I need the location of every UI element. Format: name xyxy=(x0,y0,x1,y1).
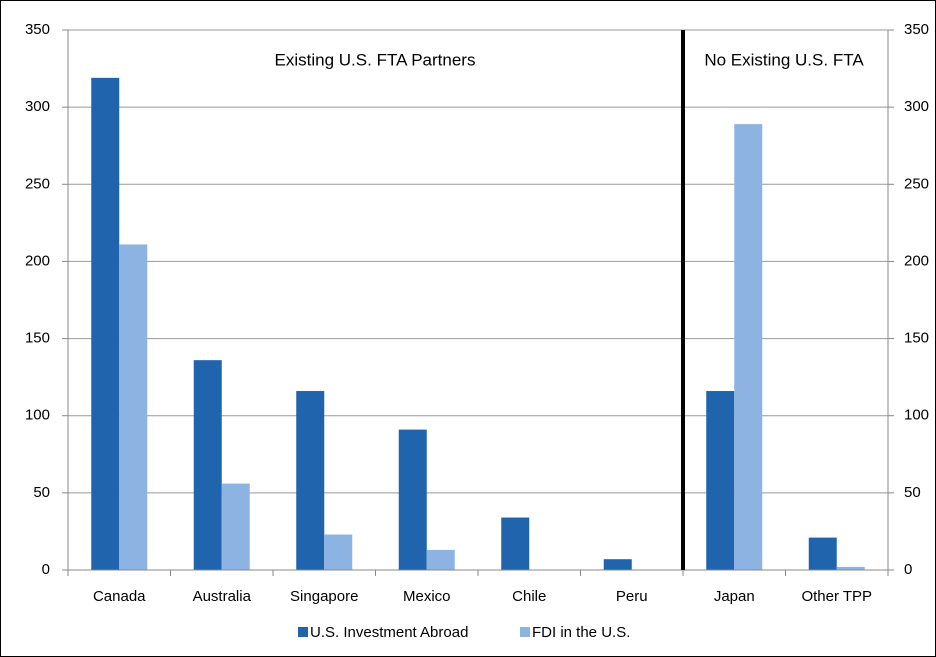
annotation: Existing U.S. FTA Partners xyxy=(275,50,476,69)
bar xyxy=(836,566,865,570)
bar xyxy=(324,534,353,570)
bar xyxy=(91,77,120,570)
y2-tick-label: 200 xyxy=(904,252,929,269)
y2-tick-label: 250 xyxy=(904,175,929,192)
legend-swatch xyxy=(520,627,530,637)
legend-label: FDI in the U.S. xyxy=(532,624,630,641)
y2-tick-label: 300 xyxy=(904,98,929,115)
y2-tick-label: 0 xyxy=(904,561,912,578)
bar xyxy=(603,559,632,570)
bar xyxy=(734,124,763,570)
bar xyxy=(221,483,250,570)
y2-tick-label: 350 xyxy=(904,21,929,38)
legend-label: U.S. Investment Abroad xyxy=(310,624,468,641)
bar xyxy=(119,244,148,570)
y-tick-label: 100 xyxy=(25,407,50,424)
x-tick-label: Canada xyxy=(93,588,146,605)
bar xyxy=(398,429,427,570)
y2-tick-label: 100 xyxy=(904,407,929,424)
bar xyxy=(193,360,222,570)
bar xyxy=(808,537,837,570)
y-tick-label: 350 xyxy=(25,21,50,38)
bar xyxy=(501,517,530,570)
x-tick-label: Other TPP xyxy=(801,588,872,605)
x-tick-label: Singapore xyxy=(290,588,358,605)
y-tick-label: 200 xyxy=(25,252,50,269)
x-tick-label: Japan xyxy=(714,588,755,605)
bar xyxy=(426,549,455,570)
x-tick-label: Chile xyxy=(512,588,546,605)
x-tick-label: Australia xyxy=(193,588,252,605)
y-tick-label: 150 xyxy=(25,330,50,347)
y2-tick-label: 50 xyxy=(904,484,921,501)
y-tick-label: 0 xyxy=(42,561,50,578)
y-tick-label: 50 xyxy=(33,484,50,501)
bar xyxy=(706,391,735,570)
x-tick-label: Peru xyxy=(616,588,648,605)
legend-swatch xyxy=(298,627,308,637)
x-tick-label: Mexico xyxy=(403,588,451,605)
y2-tick-label: 150 xyxy=(904,330,929,347)
bar xyxy=(296,391,325,570)
annotation: No Existing U.S. FTA xyxy=(704,50,864,69)
y-tick-label: 300 xyxy=(25,98,50,115)
y-tick-label: 250 xyxy=(25,175,50,192)
